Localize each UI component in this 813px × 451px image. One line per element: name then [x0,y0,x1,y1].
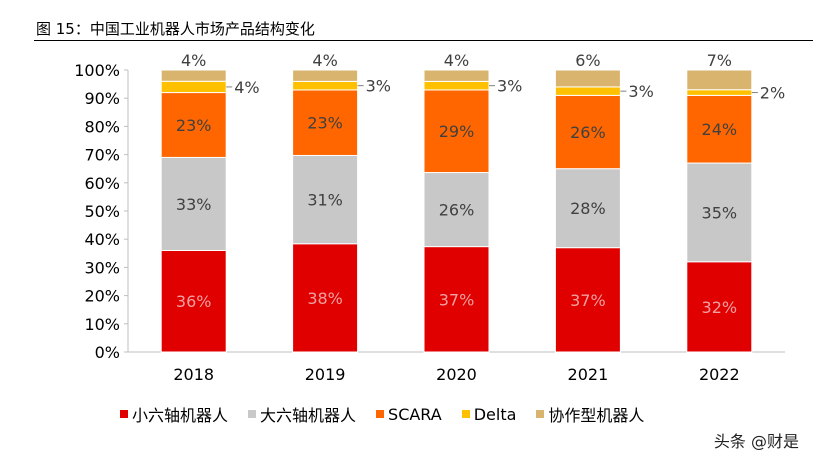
x-tick-label: 2019 [305,365,346,384]
data-label: 26% [439,201,475,220]
legend-swatch [120,410,128,418]
bar-segment [160,69,227,82]
legend-item: 协作型机器人 [536,402,644,426]
data-label: 23% [307,114,343,133]
y-tick-label: 100% [74,61,120,80]
figure-title: 图 15：中国工业机器人市场产品结构变化 [36,20,315,38]
data-label: 37% [439,290,475,309]
data-label: 6% [575,51,600,70]
legend-label: 协作型机器人 [548,406,645,425]
data-label: 3% [497,77,522,96]
data-label: 26% [570,123,606,142]
bar-segment [160,92,227,158]
bar-segment [554,247,621,353]
legend-item: 小六轴机器人 [120,402,228,426]
data-label: 29% [439,122,475,141]
data-label: 32% [702,298,738,317]
data-label: 4% [181,51,206,70]
y-tick-label: 50% [84,202,120,221]
bar-segment [160,249,227,353]
legend-label: SCARA [388,404,442,424]
bar-segment [160,80,227,94]
legend-label: 小六轴机器人 [132,406,229,425]
y-tick-label: 70% [84,146,120,165]
bar-segment [160,156,227,251]
data-label: 24% [702,120,738,139]
bar-segment [423,172,490,248]
x-tick-label: 2021 [568,365,609,384]
data-label: 4% [312,51,337,70]
y-tick-label: 40% [84,230,120,249]
legend-item: SCARA [376,405,442,424]
legend: 小六轴机器人 大六轴机器人 SCARA Delta 协作型机器人 [120,402,644,426]
legend-item: 大六轴机器人 [248,402,356,426]
data-label: 23% [176,116,212,135]
bar-segment [554,94,621,170]
x-tick-label: 2020 [436,365,477,384]
data-label: 2% [760,84,785,103]
y-tick-label: 90% [84,89,120,108]
x-tick-label: 2022 [699,365,740,384]
y-tick-label: 0% [95,343,120,362]
title-divider [34,40,813,41]
data-label: 31% [307,191,343,210]
y-tick-label: 60% [84,174,120,193]
legend-swatch [536,410,545,418]
data-label: 28% [570,199,606,218]
bar-segment [686,261,753,353]
legend-item: Delta [461,404,517,424]
watermark: 头条 @财是 [713,432,799,451]
legend-swatch [461,410,470,418]
bar-segment [292,80,359,91]
bar-segment [554,86,621,96]
data-label: 35% [702,203,738,222]
data-label: 3% [628,82,653,101]
legend-swatch [248,410,257,418]
y-tick-label: 30% [84,258,120,277]
x-tick-label: 2018 [173,365,214,384]
bar-segment [292,154,359,245]
bar-segment [554,168,621,249]
legend-swatch [376,410,385,418]
bar-segment [554,69,621,88]
data-label: 38% [307,289,343,308]
bar-segment [686,69,753,91]
bar-segment [686,89,753,96]
y-tick-label: 10% [84,315,120,334]
bar-segment [292,89,359,156]
y-tick-label: 20% [84,287,120,306]
bar-segment [423,69,490,82]
data-label: 36% [176,292,212,311]
bar-segment [423,89,490,174]
legend-label: 大六轴机器人 [260,406,357,425]
data-label: 3% [366,77,391,96]
bar-segment [423,80,490,91]
legend-label: Delta [473,404,517,424]
data-label: 37% [570,291,606,310]
data-label: 7% [707,51,732,70]
data-label: 33% [176,195,212,214]
y-tick-label: 80% [84,117,120,136]
data-label: 4% [444,51,469,70]
bar-segment [686,162,753,263]
bar-segment [292,243,359,353]
data-label: 4% [234,78,259,97]
bar-segment [292,69,359,82]
